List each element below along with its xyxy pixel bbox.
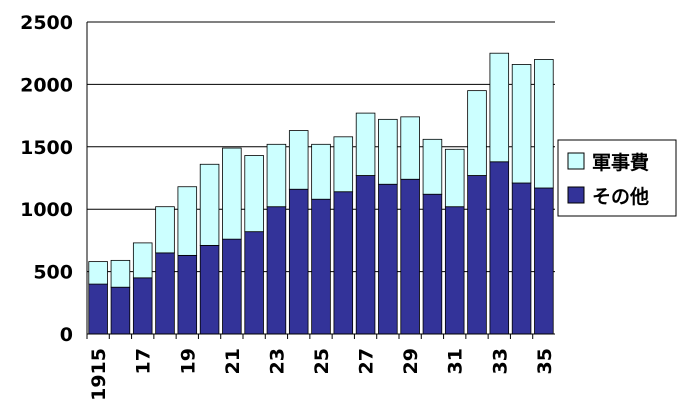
bar-segment [511, 182, 532, 335]
x-tick-label: 33 [489, 348, 511, 374]
bar-segment [511, 64, 532, 184]
bar-segment [288, 130, 309, 190]
bar-segment [288, 188, 309, 335]
x-tick-label: 19 [177, 348, 199, 374]
bar-segment [378, 118, 398, 185]
bar-segment [355, 175, 376, 335]
y-tick-label: 1500 [20, 137, 73, 159]
y-tick-label: 1000 [20, 199, 73, 221]
bar-segment [378, 183, 398, 335]
x-tick-label: 25 [311, 348, 333, 374]
bar-segment [467, 175, 487, 335]
bar-segment [266, 206, 287, 335]
bar-segment [400, 116, 420, 180]
legend-label: その他 [592, 185, 649, 208]
bar-segment [244, 155, 264, 233]
y-tick-label: 500 [33, 262, 73, 284]
bar-segment [155, 206, 175, 254]
bar-segment [177, 254, 198, 335]
bar-segment [199, 163, 220, 246]
bar-segment [489, 161, 510, 335]
x-tick-label: 31 [445, 348, 467, 374]
legend-swatch [567, 152, 585, 170]
legend-label: 軍事費 [592, 151, 649, 174]
bar-segment [155, 252, 175, 335]
bar-segment [489, 52, 510, 163]
bar-segment [266, 143, 287, 208]
bar-segment [400, 178, 420, 335]
bar-segment [132, 242, 153, 279]
bar-segment [199, 244, 220, 335]
bar-segment [311, 143, 331, 200]
legend-swatch [567, 186, 585, 204]
x-tick-label: 29 [400, 348, 422, 374]
bar-segment [422, 138, 443, 195]
bar-segment [88, 261, 108, 285]
x-tick-label: 21 [222, 348, 244, 374]
bar-segment [132, 277, 153, 335]
bar-segment [110, 286, 131, 335]
bar-segment [222, 147, 242, 240]
y-tick-label: 2000 [20, 74, 73, 96]
bar-segment [467, 90, 487, 176]
bar-segment [333, 136, 354, 193]
x-tick-label: 1915 [88, 348, 110, 401]
bar-segment [177, 186, 198, 256]
y-tick-label: 2500 [20, 12, 73, 34]
bar-segment [88, 283, 108, 335]
bar-segment [110, 259, 131, 288]
bar-segment [444, 206, 465, 335]
bar-segment [534, 59, 554, 189]
x-tick-label: 27 [356, 348, 378, 374]
bar-segment [355, 112, 376, 176]
y-tick-label: 0 [60, 324, 73, 346]
x-tick-label: 35 [534, 348, 556, 374]
bar-segment [534, 187, 554, 335]
bar-segment [444, 148, 465, 208]
bar-segment [222, 238, 242, 335]
bar-segment [311, 198, 331, 335]
bar-segment [244, 231, 264, 335]
bar-segment [422, 193, 443, 335]
x-tick-label: 23 [266, 348, 288, 374]
bar-segment [333, 191, 354, 335]
x-tick-label: 17 [133, 348, 155, 374]
